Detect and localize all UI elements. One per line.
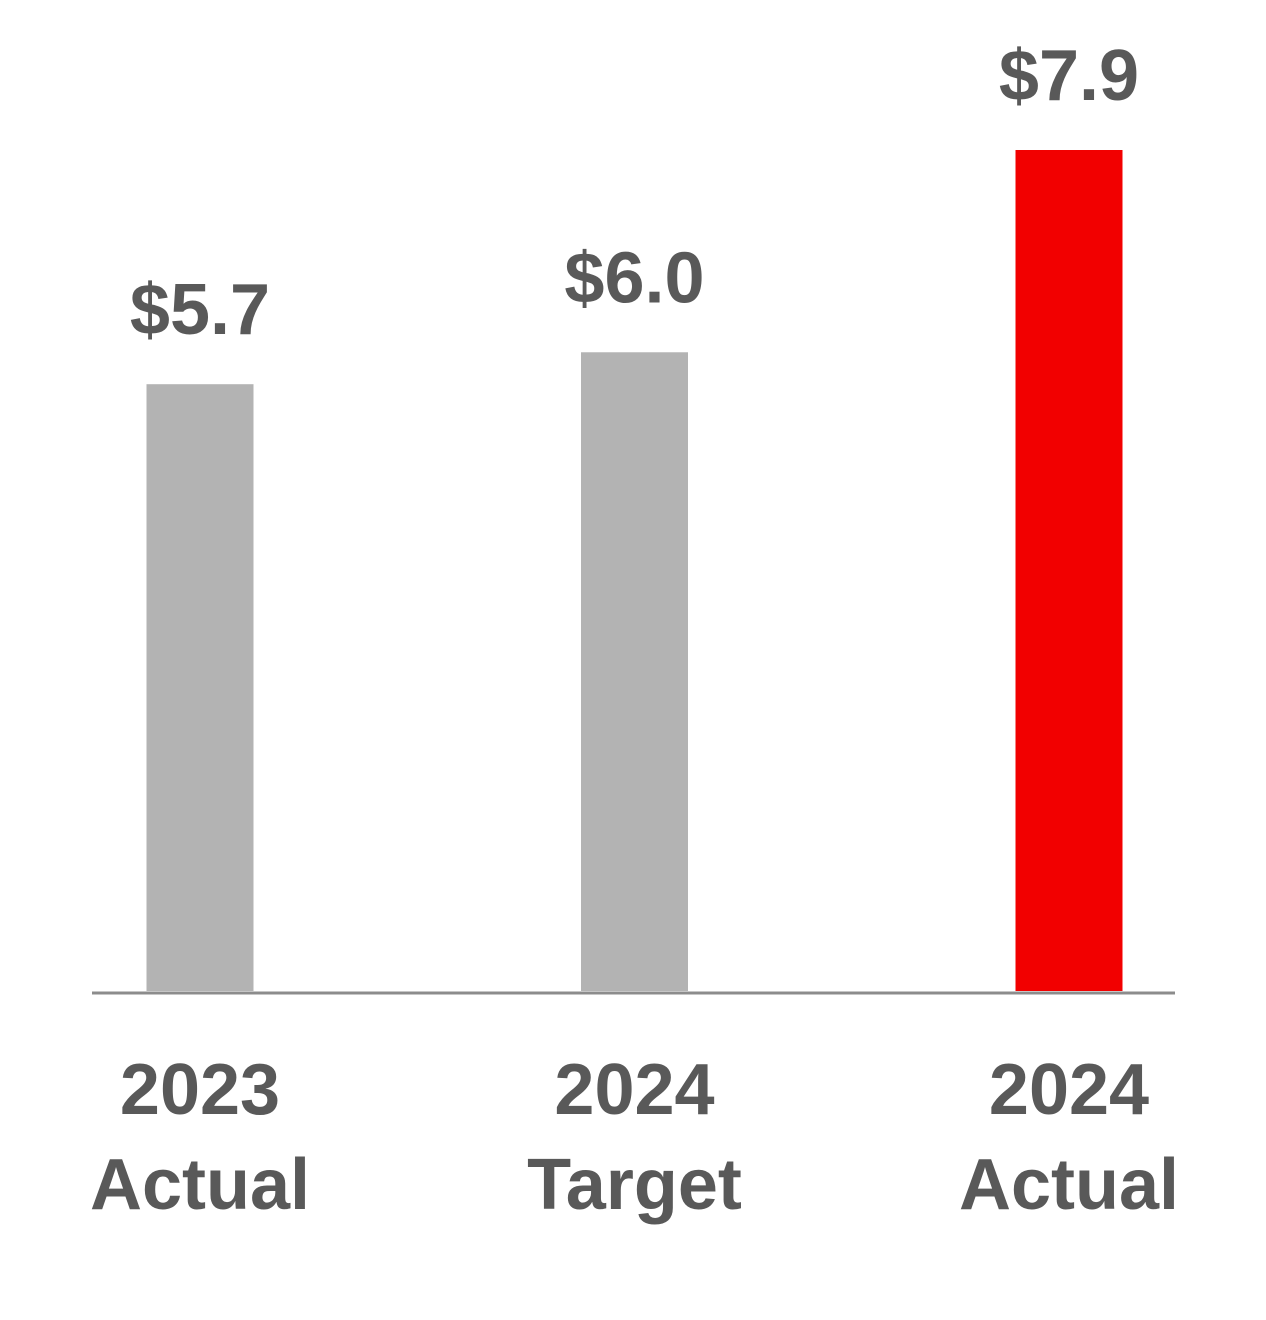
value-label: $5.7 (130, 270, 270, 350)
x-tick-label: Target (527, 1145, 742, 1225)
x-tick-label: 2024 (554, 1050, 714, 1130)
bar (581, 352, 688, 991)
value-label: $6.0 (564, 238, 704, 318)
x-tick-label: 2024 (989, 1050, 1149, 1130)
x-tick-label: Actual (90, 1145, 310, 1225)
bar (1015, 150, 1123, 991)
x-tick-label: 2023 (120, 1050, 280, 1130)
x-tick-label: Actual (959, 1145, 1179, 1225)
bar (146, 384, 254, 992)
value-label: $7.9 (999, 36, 1139, 116)
